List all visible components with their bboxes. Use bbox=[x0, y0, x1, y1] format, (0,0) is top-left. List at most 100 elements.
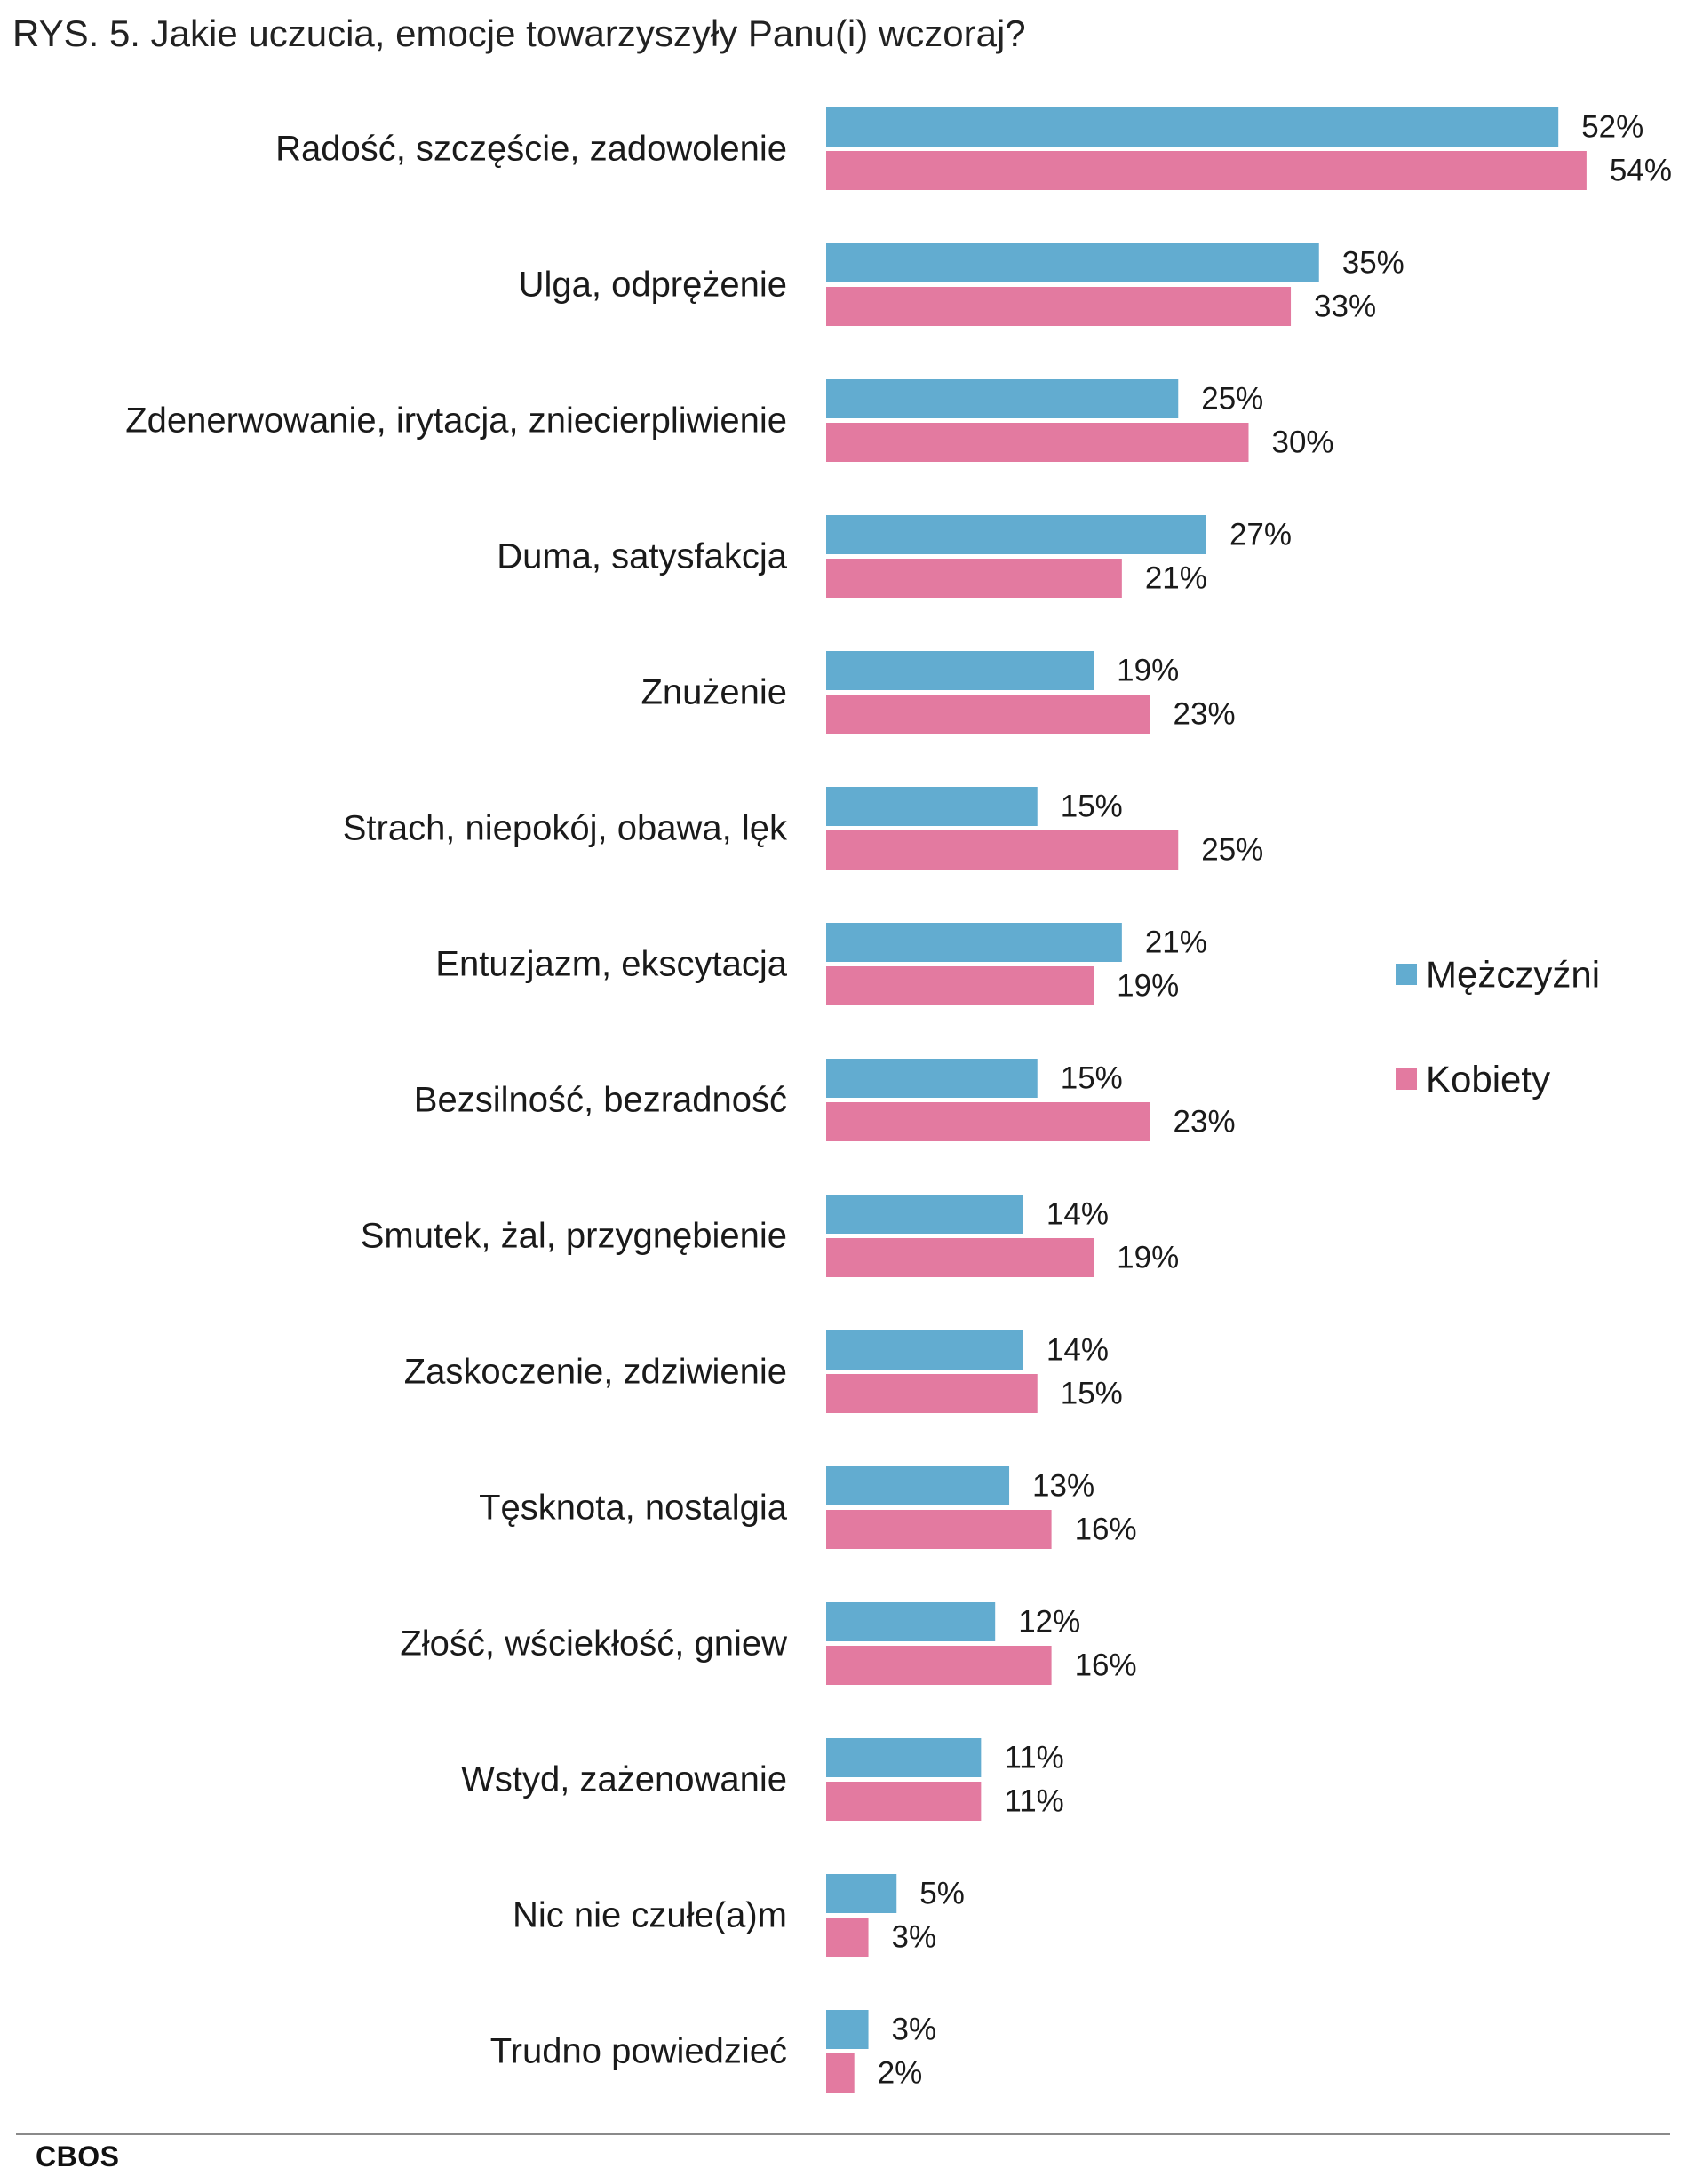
bar-men bbox=[826, 515, 1206, 554]
data-label: 3% bbox=[892, 1920, 937, 1955]
bar-men bbox=[826, 1059, 1038, 1098]
category-group: Bezsilność, bezradność 15% 23% bbox=[414, 1059, 1236, 1141]
category-group: Znużenie 19% 23% bbox=[641, 651, 1236, 734]
category-label: Tęsknota, nostalgia bbox=[479, 1489, 788, 1528]
data-label: 23% bbox=[1174, 697, 1236, 732]
category-group: Ulga, odprężenie 35% 33% bbox=[519, 243, 1405, 326]
data-label: 16% bbox=[1075, 1648, 1137, 1683]
data-label: 19% bbox=[1117, 1241, 1179, 1275]
data-label: 25% bbox=[1201, 382, 1263, 417]
bar-women bbox=[826, 559, 1122, 598]
category-group: Nic nie czułe(a)m 5% 3% bbox=[513, 1874, 965, 1957]
category-label: Bezsilność, bezradność bbox=[414, 1081, 787, 1120]
category-group: Zaskoczenie, zdziwienie 14% 15% bbox=[404, 1330, 1123, 1413]
data-label: 5% bbox=[919, 1877, 965, 1911]
category-group: Zdenerwowanie, irytacja, zniecierpliwien… bbox=[125, 379, 1334, 462]
legend: Mężczyźni Kobiety bbox=[1396, 954, 1600, 1100]
bar-women bbox=[826, 830, 1179, 870]
bar-women bbox=[826, 151, 1587, 190]
data-label: 19% bbox=[1117, 969, 1179, 1004]
bar-men bbox=[826, 1602, 996, 1641]
data-label: 13% bbox=[1032, 1469, 1094, 1504]
bar-women bbox=[826, 1782, 982, 1821]
category-label: Złość, wściekłość, gniew bbox=[400, 1624, 787, 1664]
category-label: Nic nie czułe(a)m bbox=[513, 1896, 787, 1935]
bar-women bbox=[826, 423, 1249, 462]
category-group: Tęsknota, nostalgia 13% 16% bbox=[479, 1466, 1137, 1549]
category-label: Wstyd, zażenowanie bbox=[461, 1760, 787, 1799]
bar-women bbox=[826, 1510, 1052, 1549]
bar-men bbox=[826, 1874, 897, 1913]
bar-men bbox=[826, 2010, 869, 2049]
category-label: Entuzjazm, ekscytacja bbox=[435, 945, 787, 984]
bar-men bbox=[826, 1330, 1023, 1370]
data-label: 11% bbox=[1004, 1741, 1063, 1775]
data-label: 11% bbox=[1004, 1784, 1063, 1819]
category-label: Zdenerwowanie, irytacja, zniecierpliwien… bbox=[125, 401, 787, 441]
data-label: 14% bbox=[1046, 1333, 1109, 1368]
data-label: 3% bbox=[892, 2013, 937, 2047]
category-group: Trudno powiedzieć 3% 2% bbox=[490, 2010, 936, 2093]
data-label: 54% bbox=[1610, 154, 1672, 188]
bar-women bbox=[826, 1238, 1094, 1277]
bar-men bbox=[826, 787, 1038, 826]
legend-label: Kobiety bbox=[1426, 1059, 1550, 1100]
legend-swatch bbox=[1396, 1068, 1417, 1090]
category-label: Zaskoczenie, zdziwienie bbox=[404, 1353, 787, 1392]
data-label: 25% bbox=[1201, 833, 1263, 868]
bar-men bbox=[826, 651, 1094, 690]
source-label: CBOS bbox=[36, 2140, 120, 2172]
bars-layer: Radość, szczęście, zadowolenie 52% 54% Ulga… bbox=[125, 107, 1672, 2093]
data-label: 16% bbox=[1075, 1513, 1137, 1547]
bar-men bbox=[826, 1466, 1010, 1505]
bar-men bbox=[826, 1195, 1023, 1234]
data-label: 30% bbox=[1272, 425, 1334, 460]
bar-women bbox=[826, 966, 1094, 1005]
category-label: Smutek, żal, przygnębienie bbox=[361, 1217, 787, 1256]
bar-women bbox=[826, 1646, 1052, 1685]
bar-chart: Radość, szczęście, zadowolenie 52% 54% Ulga… bbox=[125, 107, 1672, 2093]
category-label: Znużenie bbox=[641, 673, 787, 712]
bar-women bbox=[826, 2053, 855, 2093]
bar-women bbox=[826, 1374, 1038, 1413]
data-label: 15% bbox=[1061, 790, 1123, 824]
data-label: 21% bbox=[1145, 925, 1207, 960]
category-group: Entuzjazm, ekscytacja 21% 19% bbox=[435, 923, 1207, 1005]
data-label: 14% bbox=[1046, 1197, 1109, 1232]
category-group: Złość, wściekłość, gniew 12% 16% bbox=[400, 1602, 1137, 1685]
bar-men bbox=[826, 1738, 982, 1777]
data-label: 21% bbox=[1145, 561, 1207, 596]
data-label: 23% bbox=[1174, 1105, 1236, 1140]
bar-men bbox=[826, 243, 1319, 282]
data-label: 52% bbox=[1581, 110, 1643, 145]
category-group: Smutek, żal, przygnębienie 14%19% bbox=[361, 1195, 1179, 1277]
bar-women bbox=[826, 287, 1292, 326]
bar-women bbox=[826, 695, 1150, 734]
category-group: Strach, niepokój, obawa, lęk 15% 25% bbox=[343, 787, 1263, 870]
legend-swatch bbox=[1396, 964, 1417, 985]
category-label: Radość, szczęście, zadowolenie bbox=[275, 130, 787, 169]
bar-men bbox=[826, 379, 1179, 418]
data-label: 19% bbox=[1117, 654, 1179, 688]
footer-divider bbox=[16, 2133, 1670, 2135]
category-group: Wstyd, zażenowanie 11% 11% bbox=[461, 1738, 1064, 1821]
category-label: Duma, satysfakcja bbox=[497, 537, 788, 576]
data-label: 12% bbox=[1018, 1605, 1080, 1640]
category-label: Strach, niepokój, obawa, lęk bbox=[343, 809, 788, 848]
category-label: Ulga, odprężenie bbox=[519, 266, 787, 305]
data-label: 2% bbox=[878, 2056, 923, 2091]
data-label: 15% bbox=[1061, 1061, 1123, 1096]
category-group: Duma, satysfakcja 27% 21% bbox=[497, 515, 1292, 598]
legend-label: Mężczyźni bbox=[1426, 954, 1600, 996]
bar-men bbox=[826, 923, 1122, 962]
bar-women bbox=[826, 1102, 1150, 1141]
category-label: Trudno powiedzieć bbox=[490, 2032, 787, 2071]
bar-men bbox=[826, 107, 1559, 147]
data-label: 27% bbox=[1229, 518, 1292, 552]
bar-women bbox=[826, 1918, 869, 1957]
data-label: 35% bbox=[1342, 246, 1405, 281]
chart-title: RYS. 5. Jakie uczucia, emocje towarzyszy… bbox=[12, 12, 1026, 54]
category-group: Radość, szczęście, zadowolenie 52% 54% bbox=[275, 107, 1672, 190]
data-label: 15% bbox=[1061, 1377, 1123, 1411]
data-label: 33% bbox=[1314, 290, 1376, 324]
